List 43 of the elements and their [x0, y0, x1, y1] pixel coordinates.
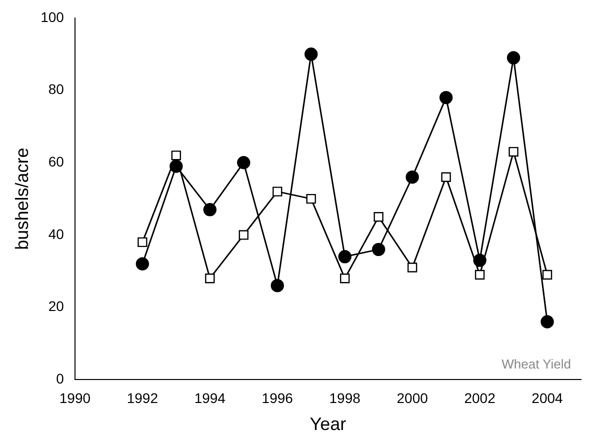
- point: [508, 146, 518, 157]
- point: [406, 170, 419, 184]
- point: [439, 90, 453, 104]
- point: [306, 194, 316, 204]
- point: [374, 212, 384, 222]
- point: [270, 278, 284, 292]
- point: [136, 257, 150, 270]
- point: [338, 250, 352, 264]
- y-tick-label: 80: [48, 81, 64, 98]
- y-tick-label: 20: [48, 298, 64, 314]
- point: [171, 150, 182, 160]
- x-tick-label: 1998: [329, 390, 361, 406]
- point: [474, 270, 485, 280]
- point: [138, 237, 148, 248]
- point: [272, 186, 282, 196]
- y-tick-label: 60: [48, 154, 64, 170]
- x-tick-label: 1994: [194, 390, 226, 406]
- point: [203, 203, 217, 216]
- point: [170, 160, 183, 173]
- y-axis-title: bushels/acre: [12, 148, 32, 250]
- x-tick-label: 1992: [126, 390, 158, 406]
- point: [340, 274, 350, 284]
- x-tick-label: 2002: [464, 390, 496, 406]
- point: [372, 242, 386, 256]
- point: [473, 254, 486, 267]
- y-tick-label: 40: [48, 226, 64, 242]
- y-tick-label: 0: [56, 370, 64, 386]
- x-tick-label: 1990: [59, 390, 91, 406]
- point: [237, 156, 250, 170]
- point: [238, 230, 248, 240]
- y-tick-label: 100: [40, 8, 64, 25]
- x-tick-label: 1996: [262, 390, 294, 406]
- x-axis-title: Year: [310, 414, 346, 434]
- point: [304, 48, 318, 61]
- point: [205, 274, 215, 284]
- x-tick-label: 2000: [396, 390, 428, 406]
- annotation: Wheat Yield: [502, 356, 571, 372]
- point: [506, 51, 520, 64]
- x-tick-label: 2004: [532, 390, 564, 406]
- point: [407, 262, 418, 272]
- point: [540, 315, 554, 328]
- point: [542, 270, 552, 280]
- point: [441, 172, 451, 182]
